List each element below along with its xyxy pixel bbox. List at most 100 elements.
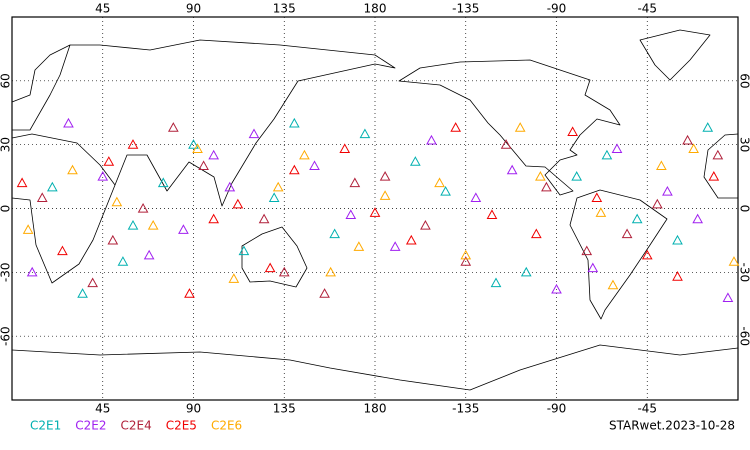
triangle-marker [662,185,673,196]
triangle-marker [299,149,310,160]
triangle-marker [87,277,99,288]
triangle-marker [127,219,139,230]
triangle-marker [178,224,189,234]
triangle-marker [107,234,119,245]
x-tick-label-top: 135 [273,2,296,16]
triangle-marker [409,156,421,166]
x-tick-label-top: 45 [95,2,110,16]
triangle-marker [288,164,300,175]
coast-antarctica [11,344,739,391]
triangle-marker [127,139,139,149]
triangle-marker [309,160,320,171]
triangle-marker [672,271,683,281]
x-tick-label-bottom: 180 [364,402,387,416]
triangle-marker [405,234,417,245]
date-label: STARwet.2023-10-28 [609,419,735,433]
triangle-marker [379,190,391,200]
triangle-marker [389,241,401,251]
legend-entry: C2E4 [120,419,151,433]
x-tick-label-bottom: -90 [547,402,567,416]
triangle-marker [520,266,532,277]
triangle-marker [359,128,371,139]
y-tick-label-left: -30 [0,263,13,283]
y-tick-label-left: 0 [0,205,13,213]
triangle-marker [208,213,220,224]
triangle-marker [728,256,740,266]
triangle-marker [420,219,431,230]
triangle-marker [208,149,220,160]
triangle-marker [708,171,720,181]
triangle-marker [97,171,109,181]
x-tick-label-bottom: 45 [95,402,110,416]
coast-west-africa [703,133,739,199]
triangle-marker [641,249,653,260]
triangle-marker [490,277,502,288]
triangle-marker [349,177,361,188]
triangle-marker [192,143,203,154]
triangle-marker [369,207,381,217]
triangle-marker [248,128,260,139]
triangle-marker [591,192,603,202]
triangle-marker [329,228,341,239]
triangle-marker [571,171,583,181]
x-tick-label-bottom: 90 [186,402,201,416]
legend-entry: C2E1 [30,419,61,433]
triangle-marker [137,202,149,213]
x-tick-label-top: -135 [452,2,479,16]
triangle-marker [278,266,290,277]
y-tick-label-right: 30 [738,137,750,152]
triangle-marker [167,122,179,132]
y-tick-label-left: 60 [0,73,13,88]
triangle-marker [567,126,578,136]
triangle-marker [434,177,445,188]
triangle-marker [147,219,159,230]
x-tick-label-top: -90 [547,2,567,16]
y-tick-label-left: -60 [0,326,13,346]
triangle-marker [672,234,683,245]
triangle-marker [63,117,74,128]
triangle-marker [46,181,58,192]
legend-entry: C2E6 [211,419,242,433]
triangle-marker [57,245,68,256]
x-tick-label-top: 180 [364,2,387,16]
triangle-marker [535,171,546,181]
coast-greenland [639,29,711,81]
triangle-marker [460,256,472,266]
triangle-marker [722,292,734,302]
triangle-marker [26,266,38,277]
triangle-marker [117,256,129,266]
coast-asia [70,39,396,207]
coast-australia [241,226,308,288]
triangle-marker [587,262,599,273]
triangle-marker [541,181,552,192]
triangle-marker [486,209,498,219]
coast-north-america [398,59,621,196]
triangle-marker [325,266,336,277]
y-tick-label-left: 30 [0,137,13,152]
triangle-marker [506,164,518,175]
triangle-marker [67,164,78,175]
triangle-marker [353,241,365,251]
triangle-marker [22,224,34,234]
x-tick-label-bottom: -135 [452,402,479,416]
triangle-marker [450,122,462,132]
triangle-marker [656,160,667,171]
triangle-marker [631,213,643,224]
triangle-marker [339,143,351,154]
triangle-marker [198,160,209,171]
triangle-marker [470,192,482,202]
y-tick-label-right: -60 [738,326,750,346]
x-tick-label-bottom: 135 [273,402,296,416]
triangle-marker [611,143,623,154]
triangle-marker [551,283,562,294]
triangle-marker [157,177,169,188]
triangle-marker [238,245,250,256]
triangle-marker [688,143,699,154]
coast-africa [11,133,116,284]
triangle-marker [228,273,240,283]
triangle-marker [77,288,88,298]
triangle-marker [460,249,472,260]
triangle-marker [595,207,607,217]
triangle-marker [621,228,633,239]
